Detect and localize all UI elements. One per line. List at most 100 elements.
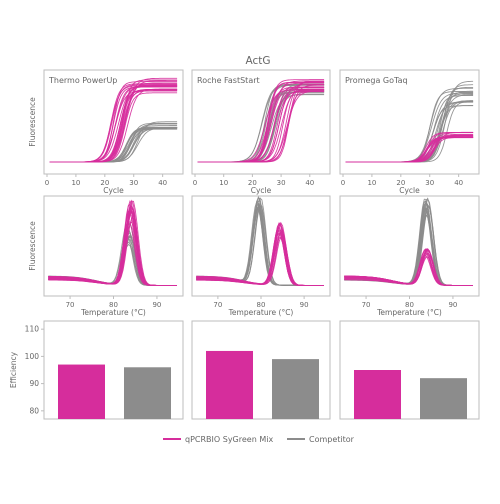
- product-melt-curve: [48, 207, 177, 286]
- panel-frame: [43, 69, 184, 175]
- competitor-melt-curve: [344, 198, 473, 286]
- product-amplification-curve: [345, 133, 474, 163]
- product-melt-curve: [344, 248, 473, 286]
- product-melt-curve: [48, 205, 177, 286]
- x-tick-label: 70: [362, 301, 371, 309]
- competitor-melt-curve: [344, 203, 473, 286]
- x-tick-label: 10: [71, 179, 80, 187]
- y-tick-label: 110: [25, 325, 40, 334]
- competitor-melt-curve: [344, 206, 473, 286]
- product-melt-curve: [48, 211, 177, 286]
- amplification-curves: [49, 77, 178, 163]
- panel-frame: [191, 69, 331, 175]
- competitor-melt-curve: [344, 202, 473, 286]
- legend-label-competitor: Competitor: [309, 435, 355, 444]
- panel-label: Roche FastStart: [197, 76, 260, 85]
- x-tick-label: 80: [257, 301, 266, 309]
- competitor-melt-curve: [48, 222, 177, 286]
- product-melt-curve: [48, 221, 177, 286]
- amplification-curves: [197, 79, 325, 163]
- product-melt-curve: [344, 248, 473, 286]
- amplification-panel-2: Roche FastStart 0 10 20 30 40 Cycle: [191, 69, 331, 195]
- efficiency-panel-2: [191, 320, 331, 420]
- x-axis-label: Temperature (°C): [80, 308, 146, 317]
- x-tick-label: 20: [100, 179, 109, 187]
- amplification-panel-3: Promega GoTaq 0 10 20 30 40 Cycle: [339, 69, 480, 195]
- competitor-bar: [124, 367, 171, 419]
- competitor-melt-curve: [344, 213, 473, 286]
- y-axis-label: Efficiency: [9, 351, 18, 388]
- product-amplification-curve: [345, 136, 474, 163]
- product-amplification-curve: [197, 84, 325, 163]
- product-bar: [354, 370, 401, 419]
- product-amplification-curve: [345, 135, 474, 163]
- product-amplification-curve: [345, 137, 474, 163]
- competitor-melt-curve: [344, 198, 473, 286]
- efficiency-panel-3: [339, 320, 480, 420]
- y-tick-label: 90: [29, 379, 39, 388]
- x-tick-label: 40: [454, 179, 463, 187]
- x-tick-label: 70: [66, 301, 75, 309]
- competitor-melt-curve: [344, 197, 473, 286]
- competitor-bar: [272, 359, 319, 419]
- x-tick-label: 0: [45, 179, 49, 187]
- x-tick-label: 30: [129, 179, 138, 187]
- product-melt-curve: [196, 222, 324, 286]
- panel-label: Promega GoTaq: [345, 76, 408, 85]
- competitor-melt-curve: [344, 207, 473, 286]
- product-bar: [206, 350, 253, 419]
- x-tick-label: 70: [213, 301, 222, 309]
- competitor-melt-curve: [344, 207, 473, 286]
- competitor-amplification-curve: [345, 101, 474, 163]
- panel-frame: [339, 195, 480, 297]
- product-amplification-curve: [345, 137, 474, 163]
- product-melt-curve: [48, 207, 177, 286]
- x-tick-label: 40: [158, 179, 167, 187]
- competitor-melt-curve: [344, 213, 473, 286]
- x-tick-label: 0: [193, 179, 197, 187]
- competitor-melt-curve: [344, 207, 473, 286]
- amplification-curves: [345, 80, 474, 163]
- x-tick-label: 40: [305, 179, 314, 187]
- product-amplification-curve: [345, 135, 474, 163]
- x-tick-label: 80: [109, 301, 118, 309]
- legend-label-product: qPCRBIO SyGreen Mix: [185, 435, 273, 444]
- x-tick-label: 20: [396, 179, 405, 187]
- melt-panel-1: 70 80 90 Temperature (°C): [43, 195, 184, 317]
- amplification-panel-1: Thermo PowerUp 0 10 20 30 40 Cycle: [43, 69, 184, 195]
- y-axis-label: Fluorescence: [28, 221, 37, 271]
- product-amplification-curve: [345, 134, 474, 163]
- product-melt-curve: [196, 226, 324, 286]
- x-tick-label: 20: [248, 179, 257, 187]
- product-amplification-curve: [49, 79, 178, 163]
- x-tick-label: 30: [277, 179, 286, 187]
- melt-panel-3: 70 80 90 Temperature (°C): [339, 195, 480, 317]
- x-axis-label: Temperature (°C): [376, 308, 442, 317]
- product-melt-curve: [48, 204, 177, 286]
- x-axis-label: Cycle: [103, 186, 124, 195]
- competitor-melt-curve: [344, 200, 473, 286]
- competitor-amplification-curve: [345, 90, 474, 163]
- product-melt-curve: [196, 223, 324, 286]
- product-melt-curve: [48, 203, 177, 286]
- x-tick-label: 10: [219, 179, 228, 187]
- y-tick-label: 100: [25, 352, 40, 361]
- competitor-amplification-curve: [345, 90, 474, 163]
- competitor-amplification-curve: [345, 105, 474, 163]
- legend: qPCRBIO SyGreen Mix Competitor: [163, 435, 355, 444]
- efficiency-panel-1: [43, 320, 184, 420]
- x-axis-label: Temperature (°C): [228, 308, 294, 317]
- competitor-melt-curve: [344, 199, 473, 286]
- product-melt-curve: [48, 200, 177, 286]
- x-tick-label: 10: [367, 179, 376, 187]
- panel-frame: [43, 320, 184, 420]
- product-melt-curve: [48, 217, 177, 286]
- product-melt-curve: [196, 221, 324, 286]
- melt-panel-2: 70 80 90 Temperature (°C): [191, 195, 331, 317]
- product-amplification-curve: [345, 136, 474, 163]
- x-tick-label: 0: [341, 179, 345, 187]
- y-axis-label: Fluorescence: [28, 97, 37, 147]
- panel-frame: [339, 320, 480, 420]
